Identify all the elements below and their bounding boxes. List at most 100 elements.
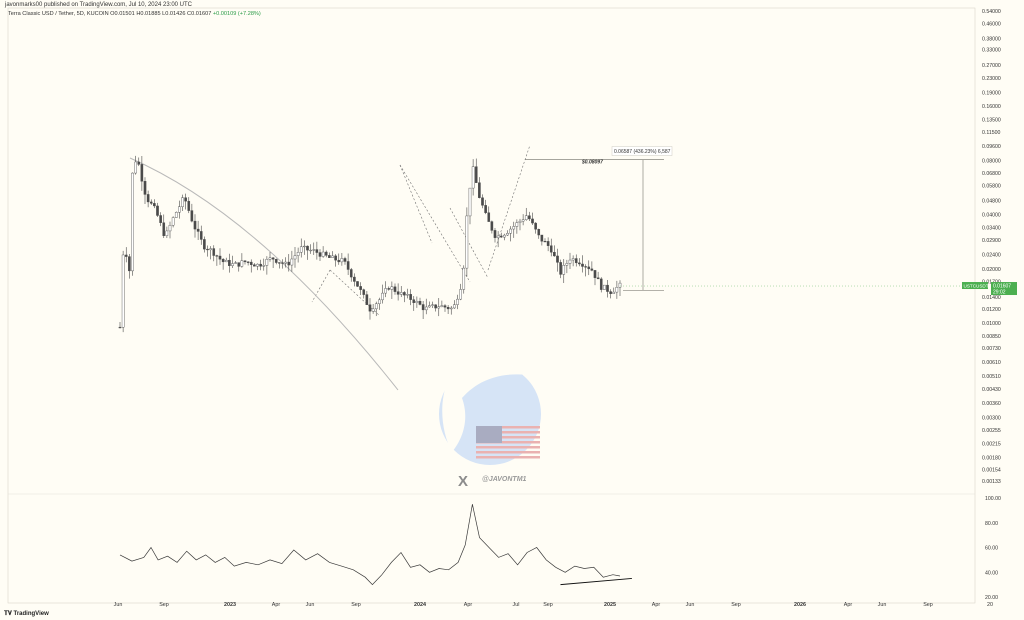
price-axis-tick-4: 0.27000 [982, 63, 1001, 69]
watermark-handle: @JAVONTM1 [482, 476, 527, 483]
candle-body-15 [165, 230, 169, 236]
candle-body-131 [528, 215, 531, 220]
ohlc-close: C0.01607 [187, 11, 212, 17]
candle-body-125 [509, 228, 512, 234]
candle-body-81 [371, 308, 375, 312]
candle-body-47 [265, 259, 269, 266]
dashed-trend-line-0 [399, 164, 471, 283]
candle-body-157 [609, 291, 612, 294]
candle-body-83 [378, 299, 381, 304]
candle-body-7 [140, 164, 144, 182]
price-axis-tick-8: 0.13500 [982, 117, 1001, 123]
candle-body-78 [362, 289, 366, 295]
candle-body-129 [521, 219, 525, 222]
dashed-trend-line-3 [487, 144, 531, 271]
time-axis-tick-18: 20 [987, 602, 993, 608]
candle-body-2 [124, 254, 128, 257]
time-axis-tick-15: Apr [844, 602, 853, 608]
time-axis-tick-10: 2025 [604, 602, 616, 608]
candle-body-41 [246, 261, 250, 263]
symbol-title: Terra Classic USD / Tether, 5D, KUCOIN [8, 11, 109, 17]
candle-body-32 [218, 255, 222, 260]
candle-body-80 [368, 304, 372, 312]
last-price-value: 0.01607 [993, 284, 1011, 290]
time-axis-tick-12: Jun [686, 602, 695, 608]
candle-body-123 [503, 234, 506, 238]
candle-body-40 [243, 260, 247, 263]
candle-body-136 [543, 240, 547, 243]
price-axis-tick-15: 0.04000 [982, 213, 1001, 219]
candle-body-147 [578, 262, 581, 265]
price-axis-tick-27: 0.00510 [982, 374, 1001, 380]
price-axis-tick-22: 0.01200 [982, 307, 1001, 313]
candle-body-105 [446, 307, 450, 310]
candle-body-48 [268, 257, 272, 260]
candle-body-33 [221, 259, 225, 263]
candle-body-67 [328, 255, 331, 258]
target-price-label: $0.08097 [581, 160, 603, 166]
candle-body-31 [215, 255, 219, 257]
candle-body-17 [171, 217, 175, 226]
candles [118, 155, 622, 333]
candle-body-94 [412, 299, 416, 303]
last-price-tag-bg [991, 282, 1017, 296]
publisher-line: javonmarks00 published on TradingView.co… [5, 2, 192, 8]
tradingview-logo-icon: 𝐓𝐕 [4, 611, 14, 617]
candle-body-74 [349, 269, 353, 278]
candle-body-75 [353, 276, 356, 282]
candle-body-160 [618, 282, 622, 288]
candle-body-84 [381, 292, 384, 301]
candle-body-156 [606, 284, 609, 292]
candle-body-55 [290, 258, 294, 266]
rsi-axis-tick-2: 60.00 [985, 546, 998, 552]
candle-body-18 [174, 212, 178, 218]
candle-body-36 [231, 263, 234, 266]
candle-body-49 [271, 257, 275, 260]
candle-body-11 [153, 203, 156, 207]
candle-body-118 [487, 212, 491, 222]
time-axis-tick-17: Sep [923, 602, 933, 608]
candle-body-144 [568, 259, 572, 264]
candle-body-64 [318, 252, 322, 257]
price-axis-tick-24: 0.00850 [982, 334, 1001, 340]
candle-body-151 [590, 268, 594, 271]
candle-body-97 [421, 304, 425, 311]
candle-body-42 [249, 261, 253, 265]
candle-body-133 [534, 222, 537, 230]
price-axis-tick-10: 0.09600 [982, 144, 1001, 150]
time-axis-tick-14: 2026 [794, 602, 806, 608]
candle-body-86 [387, 288, 391, 290]
candle-body-141 [559, 262, 562, 275]
candle-body-51 [278, 262, 281, 264]
candle-body-110 [462, 267, 466, 290]
time-axis-tick-13: Sep [731, 602, 741, 608]
candle-body-37 [234, 262, 237, 264]
price-axis-tick-1: 0.46000 [982, 22, 1001, 28]
candle-body-102 [437, 306, 441, 309]
ohlc-change: +0.00109 (+7.28%) [212, 11, 261, 17]
rsi-line [119, 504, 621, 586]
candle-body-76 [356, 281, 359, 287]
candle-body-62 [312, 249, 316, 251]
candle-body-56 [293, 255, 297, 260]
price-axis-tick-32: 0.00215 [982, 441, 1001, 447]
candle-body-65 [321, 251, 325, 257]
candle-body-92 [406, 294, 409, 296]
price-axis-tick-21: 0.01400 [982, 295, 1001, 301]
candle-body-99 [428, 305, 431, 308]
time-axis-tick-6: 2024 [414, 602, 426, 608]
candle-body-1 [121, 254, 125, 328]
flag-stripe-0 [476, 426, 540, 429]
candle-body-121 [496, 235, 500, 238]
candle-body-138 [549, 245, 553, 253]
price-axis-tick-33: 0.00180 [982, 455, 1001, 461]
candle-body-103 [440, 305, 444, 307]
candle-body-0 [118, 326, 122, 329]
candle-body-52 [281, 262, 284, 264]
candle-body-91 [403, 292, 406, 296]
candle-body-68 [331, 255, 334, 258]
candle-body-79 [365, 294, 369, 305]
candle-body-120 [493, 230, 497, 238]
tradingview-brand: TradingView [13, 611, 49, 617]
